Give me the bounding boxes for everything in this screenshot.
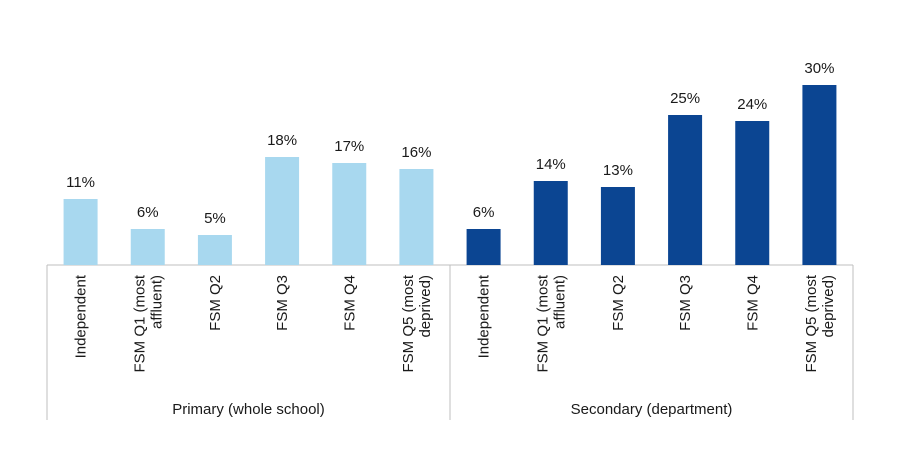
data-label: 18%	[267, 132, 297, 149]
category-label-line: FSM Q5 (most	[803, 274, 820, 372]
category-label-line: FSM Q1 (most	[534, 274, 551, 372]
bar	[130, 229, 165, 265]
category-label-line: FSM Q4	[744, 275, 761, 331]
bar	[533, 181, 568, 265]
category-label-line: affluent)	[551, 275, 568, 329]
category-label: FSM Q2	[610, 275, 627, 331]
group-label: Primary (whole school)	[172, 401, 325, 418]
category-label-line: affluent)	[148, 275, 165, 329]
category-label-line: FSM Q5 (most	[400, 274, 417, 372]
data-label: 25%	[670, 90, 700, 107]
category-label-line: deprived)	[820, 275, 837, 338]
category-label-line: FSM Q3	[677, 275, 694, 331]
data-label: 16%	[401, 144, 431, 161]
category-label: FSM Q1 (mostaffluent)	[534, 274, 568, 372]
category-label-line: FSM Q1 (most	[131, 274, 148, 372]
bar	[735, 121, 770, 265]
bar	[399, 169, 434, 265]
data-label: 6%	[137, 204, 159, 221]
category-label: Independent	[476, 274, 493, 358]
category-label: FSM Q4	[744, 275, 761, 331]
axis-layer	[46, 264, 854, 420]
data-label: 17%	[334, 138, 364, 155]
category-label-line: Independent	[476, 274, 493, 358]
category-label-line: FSM Q2	[207, 275, 224, 331]
bar	[332, 163, 367, 265]
bars-layer	[63, 85, 837, 265]
category-label: FSM Q5 (mostdeprived)	[400, 274, 434, 372]
category-label: Independent	[73, 274, 90, 358]
bar	[63, 199, 98, 265]
data-label: 11%	[66, 174, 95, 191]
category-label: FSM Q3	[274, 275, 291, 331]
category-label-line: FSM Q3	[274, 275, 291, 331]
data-label: 24%	[737, 96, 767, 113]
category-label-line: Independent	[73, 274, 90, 358]
category-label-line: FSM Q2	[610, 275, 627, 331]
bar	[668, 115, 703, 265]
bar	[466, 229, 501, 265]
bar	[197, 235, 232, 265]
bar	[600, 187, 635, 265]
category-label: FSM Q4	[341, 275, 358, 331]
data-label: 5%	[204, 210, 226, 227]
data-label: 13%	[603, 162, 633, 179]
category-label: FSM Q3	[677, 275, 694, 331]
data-label: 14%	[536, 156, 566, 173]
category-label: FSM Q2	[207, 275, 224, 331]
category-label-line: FSM Q4	[341, 275, 358, 331]
bar	[265, 157, 300, 265]
bar	[802, 85, 837, 265]
data-label: 6%	[473, 204, 495, 221]
group-label: Secondary (department)	[571, 401, 733, 418]
data-label: 30%	[804, 60, 834, 77]
category-label-line: deprived)	[417, 275, 434, 338]
category-label: FSM Q5 (mostdeprived)	[803, 274, 837, 372]
category-label: FSM Q1 (mostaffluent)	[131, 274, 165, 372]
